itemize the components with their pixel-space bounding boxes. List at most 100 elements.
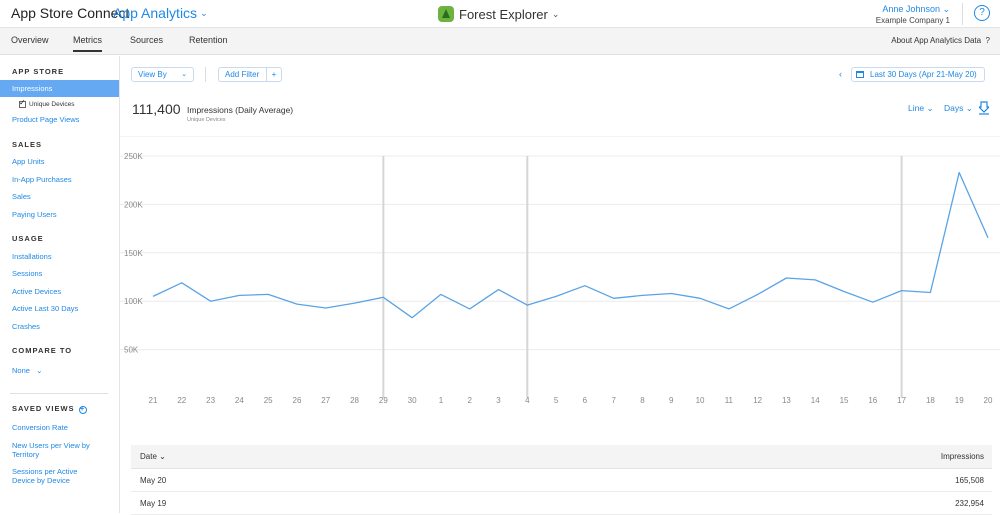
account-menu[interactable]: Anne Johnson ⌄ Example Company 1 xyxy=(876,4,950,25)
chevron-down-icon: ⌄ xyxy=(926,103,934,113)
chevron-down-icon: ⌄ xyxy=(159,452,166,461)
saved-view-new-users-line1[interactable]: New Users per View by xyxy=(12,441,90,450)
divider xyxy=(10,393,108,394)
sidebar-item-in-app-purchases[interactable]: In-App Purchases xyxy=(12,175,72,184)
about-analytics-link[interactable]: About App Analytics Data ? xyxy=(891,36,990,45)
sidebar-item-app-units[interactable]: App Units xyxy=(12,157,45,166)
saved-view-sessions-line2[interactable]: Device by Device xyxy=(12,476,70,485)
row-value: 165,508 xyxy=(955,476,984,485)
saved-view-sessions-line1[interactable]: Sessions per Active xyxy=(12,467,78,476)
row-date: May 19 xyxy=(140,499,167,508)
metric-value: 111,400 xyxy=(132,101,181,117)
section-heading: COMPARE TO xyxy=(12,346,73,355)
chevron-down-icon: ⌄ xyxy=(965,103,973,113)
chevron-down-icon: ⌄ xyxy=(181,71,187,78)
x-tick-label: 20 xyxy=(984,396,993,405)
app-icon xyxy=(438,6,454,22)
saved-view-new-users-line2[interactable]: Territory xyxy=(12,450,40,459)
x-tick-label: 14 xyxy=(811,396,820,405)
row-value: 232,954 xyxy=(955,499,984,508)
saved-view-conversion-rate[interactable]: Conversion Rate xyxy=(12,423,68,432)
chart-area: 250K 200K 150K 100K 50K 21 22 23 24 25 26 27 28 29 30 1… xyxy=(120,135,1000,466)
x-tick-label: 17 xyxy=(897,396,906,405)
interval-dropdown[interactable]: Days ⌄ xyxy=(944,103,973,113)
download-icon[interactable] xyxy=(979,101,989,115)
checkbox-label: Unique Devices xyxy=(29,101,75,108)
user-org: Example Company 1 xyxy=(875,16,950,25)
x-tick-label: 8 xyxy=(640,396,645,405)
metric-sublabel: Unique Devices xyxy=(187,117,226,123)
section-heading: USAGE xyxy=(12,234,44,243)
series-line xyxy=(152,171,989,319)
sidebar-item-crashes[interactable]: Crashes xyxy=(12,322,40,331)
tab-metrics[interactable]: Metrics xyxy=(73,35,102,52)
x-tick-label: 26 xyxy=(293,396,302,405)
help-icon[interactable]: ? xyxy=(974,5,990,21)
x-tick-label: 6 xyxy=(583,396,588,405)
add-saved-view-icon[interactable]: + xyxy=(78,406,87,414)
add-filter-label: Add Filter xyxy=(225,70,260,79)
chart-type-dropdown[interactable]: Line ⌄ xyxy=(908,103,934,113)
previous-period-icon[interactable]: ‹ xyxy=(839,69,842,79)
sidebar-item-sales[interactable]: Sales xyxy=(12,192,31,201)
plus-icon: + xyxy=(266,68,281,81)
x-tick-label: 7 xyxy=(611,396,616,405)
x-tick-label: 16 xyxy=(868,396,877,405)
add-filter-button[interactable]: Add Filter + xyxy=(218,67,282,82)
sidebar-item-active-last-30-days[interactable]: Active Last 30 Days xyxy=(12,304,79,313)
tab-retention[interactable]: Retention xyxy=(189,35,228,45)
tab-bar: Overview Metrics Sources Retention About… xyxy=(0,28,1000,55)
main-content: View By ⌄ Add Filter + ‹ Last 30 Days (A… xyxy=(120,56,1000,515)
table-row: May 19 232,954 xyxy=(131,492,992,515)
view-by-label: View By xyxy=(138,70,167,79)
y-tick-label: 50K xyxy=(124,346,139,355)
sidebar-item-impressions[interactable]: Impressions xyxy=(0,80,119,97)
tab-sources[interactable]: Sources xyxy=(130,35,164,45)
sidebar-item-active-devices[interactable]: Active Devices xyxy=(12,287,62,296)
date-range-button[interactable]: Last 30 Days (Apr 21-May 20) xyxy=(851,67,985,82)
sidebar-item-installations[interactable]: Installations xyxy=(12,252,52,261)
row-date: May 20 xyxy=(140,476,167,485)
compare-dropdown[interactable]: None ⌄ xyxy=(12,366,43,375)
x-tick-label: 15 xyxy=(840,396,849,405)
x-tick-label: 5 xyxy=(554,396,559,405)
table-header: Date ⌄ Impressions xyxy=(131,445,992,469)
x-tick-label: 25 xyxy=(264,396,273,405)
metric-label: Impressions (Daily Average) xyxy=(187,105,294,115)
x-tick-label: 4 xyxy=(525,396,530,405)
x-tick-label: 3 xyxy=(496,396,501,405)
help-icon: ? xyxy=(985,36,990,45)
section-title: App Analytics xyxy=(113,5,198,21)
date-column-header[interactable]: Date ⌄ xyxy=(140,452,166,461)
section-heading: APP STORE xyxy=(12,67,65,76)
unique-devices-checkbox[interactable]: Unique Devices xyxy=(19,98,75,108)
app-selector[interactable]: Forest Explorer ⌄ xyxy=(438,6,559,22)
section-menu[interactable]: App Analytics ⌄ xyxy=(113,5,208,21)
impressions-column-header: Impressions xyxy=(940,452,984,461)
section-heading: SALES xyxy=(12,140,43,149)
x-tick-label: 9 xyxy=(669,396,674,405)
tab-overview[interactable]: Overview xyxy=(11,35,49,45)
sidebar-item-paying-users[interactable]: Paying Users xyxy=(12,210,57,219)
chevron-down-icon: ⌄ xyxy=(551,8,560,19)
x-tick-label: 30 xyxy=(408,396,417,405)
x-tick-label: 21 xyxy=(149,396,158,405)
x-tick-label: 1 xyxy=(439,396,444,405)
x-tick-label: 11 xyxy=(725,396,734,405)
chevron-down-icon: ⌄ xyxy=(200,8,208,18)
x-tick-label: 10 xyxy=(696,396,705,405)
x-tick-label: 19 xyxy=(955,396,964,405)
data-table: Date ⌄ Impressions May 20 165,508 May 19… xyxy=(131,445,992,515)
sidebar-item-product-page-views[interactable]: Product Page Views xyxy=(12,115,80,124)
y-tick-label: 100K xyxy=(124,297,143,306)
x-tick-label: 27 xyxy=(321,396,330,405)
brand-title[interactable]: App Store Connect xyxy=(11,5,130,21)
sidebar-item-sessions[interactable]: Sessions xyxy=(12,269,43,278)
y-tick-label: 200K xyxy=(124,200,143,209)
x-tick-label: 28 xyxy=(350,396,359,405)
x-tick-label: 29 xyxy=(379,396,388,405)
view-by-button[interactable]: View By ⌄ xyxy=(131,67,194,82)
checkbox-icon xyxy=(19,98,26,108)
top-bar: App Store Connect App Analytics ⌄ Forest … xyxy=(0,0,1000,28)
